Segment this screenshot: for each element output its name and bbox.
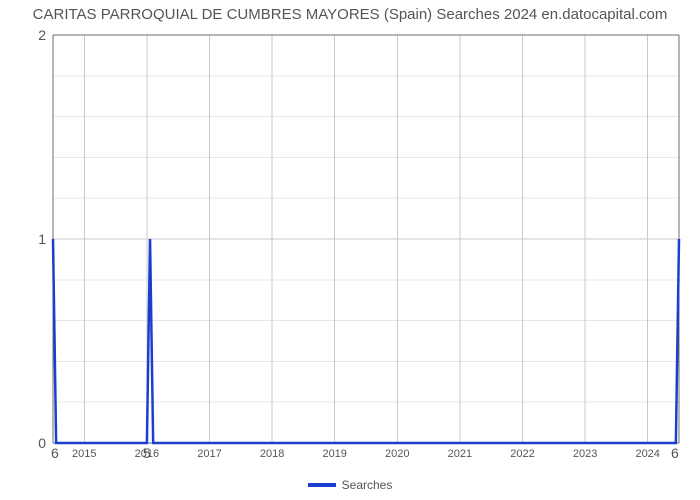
x-tick-label: 2023 — [573, 448, 597, 460]
legend-label: Searches — [342, 478, 393, 492]
legend-swatch — [308, 483, 336, 487]
x-tick-label: 2021 — [448, 448, 472, 460]
plot-svg — [53, 35, 679, 443]
x-tick-label: 2020 — [385, 448, 409, 460]
x-tick-label: 2022 — [510, 448, 534, 460]
x-tick-label: 2018 — [260, 448, 284, 460]
x-tick-label: 2024 — [635, 448, 659, 460]
y-tick-label: 1 — [38, 231, 46, 247]
x-tick-label: 2015 — [72, 448, 96, 460]
x-tick-label: 2019 — [322, 448, 346, 460]
legend: Searches — [0, 476, 700, 492]
y-tick-label: 2 — [38, 27, 46, 43]
corner-label-bottom-right: 6 — [671, 445, 679, 461]
corner-label-bottom-mid: 5 — [143, 445, 151, 461]
chart-title: CARITAS PARROQUIAL DE CUMBRES MAYORES (S… — [0, 6, 700, 23]
corner-label-bottom-left: 6 — [51, 445, 59, 461]
chart-container: CARITAS PARROQUIAL DE CUMBRES MAYORES (S… — [0, 0, 700, 500]
y-tick-label: 0 — [38, 435, 46, 451]
legend-item: Searches — [308, 478, 393, 492]
plot-area — [53, 35, 679, 443]
x-tick-label: 2017 — [197, 448, 221, 460]
